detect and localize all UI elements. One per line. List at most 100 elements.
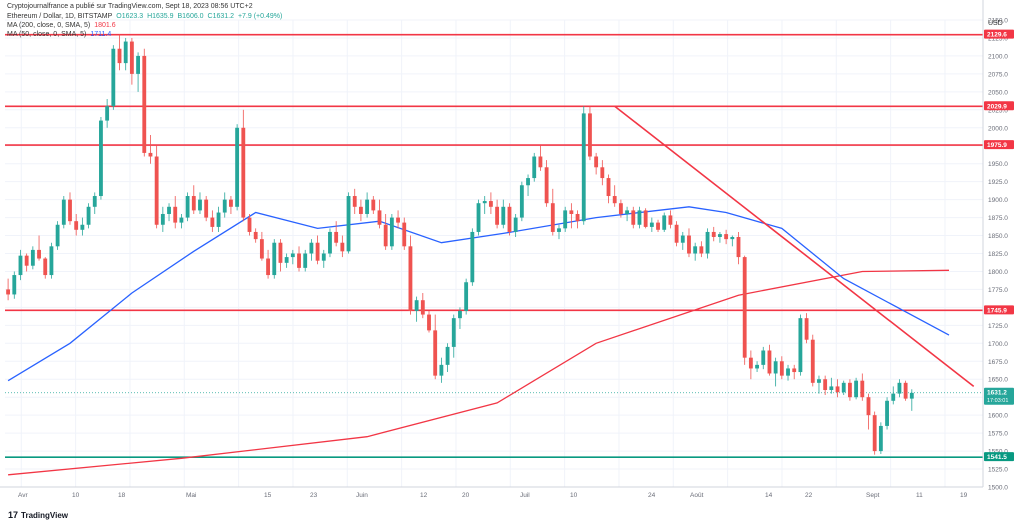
candle-body [847, 382, 852, 398]
candle-body [606, 178, 611, 197]
price-tag-text: 2129.6 [987, 32, 1007, 39]
price-tag-text: 1541.5 [987, 454, 1007, 461]
candle-down [767, 344, 772, 376]
price-tag-support: 1541.5 [984, 452, 1014, 462]
candle-down [253, 228, 258, 243]
candle-body [439, 364, 444, 376]
candle-body [618, 203, 623, 214]
symbol-name[interactable]: Ethereum / Dollar, 1D, BITSTAMP [7, 13, 113, 20]
candle-body [513, 217, 518, 232]
price-tag-resistance: 1745.9 [984, 305, 1014, 315]
candle-up [563, 206, 568, 232]
candle-body [823, 379, 828, 391]
candle-up [18, 249, 23, 281]
candle-up [705, 228, 710, 259]
candle-body [253, 231, 258, 240]
candle-body [699, 246, 704, 254]
candle-up [730, 235, 735, 247]
candle-up [909, 389, 914, 411]
candle-up [321, 249, 326, 268]
candle-body [129, 41, 134, 74]
candle-body [154, 156, 159, 225]
candle-up [328, 228, 332, 258]
candle-down [618, 199, 623, 218]
x-tick-label: 23 [310, 492, 318, 499]
trendline-group[interactable] [614, 105, 975, 388]
candle-down [154, 145, 159, 229]
candle-up [637, 206, 642, 229]
candle-down [204, 196, 209, 222]
price-labels: 2129.6 2029.9 1975.9 1745.9 1631.217:03:01 15… [984, 29, 1014, 462]
candle-up [303, 249, 308, 272]
tradingview-name: TradingView [21, 510, 68, 520]
y-tick-label: 2000.0 [988, 125, 1008, 132]
candle-body [557, 228, 561, 232]
candle-body [563, 210, 568, 229]
candle-body [266, 258, 270, 276]
tradingview-logo-icon: 17 [8, 510, 19, 520]
currency-label[interactable]: USD [988, 20, 1003, 27]
candle-up [167, 203, 171, 222]
candle-body [878, 425, 883, 452]
candle-down [402, 217, 407, 250]
candle-down [6, 278, 11, 301]
y-tick-label: 1550.0 [988, 449, 1008, 456]
price-tag-bg [984, 140, 1014, 150]
y-tick-label: 2075.0 [988, 71, 1008, 78]
price-tag-subtext: 17:03:01 [987, 398, 1008, 404]
ma200-value: 1801.6 [94, 22, 116, 29]
candle-up [458, 307, 462, 329]
candle-body [12, 275, 17, 295]
candle-down [43, 257, 48, 279]
candle-up [185, 192, 190, 222]
candle-up [829, 377, 834, 394]
candle-body [142, 55, 147, 153]
candle-body [767, 350, 772, 374]
candle-body [365, 199, 370, 214]
ma200-label: MA (200, close, 0, SMA, 5) [7, 22, 91, 29]
candle-down [810, 334, 815, 387]
candle-body [173, 206, 178, 223]
ma50-legend[interactable]: MA (50, close, 0, SMA, 5) 1711.4 [7, 31, 113, 38]
candle-body [656, 222, 660, 230]
candle-up [235, 124, 240, 211]
candle-body [519, 185, 524, 218]
candle-body [297, 253, 301, 268]
candle-body [272, 242, 277, 276]
candle-body [445, 346, 450, 365]
candle-body [711, 231, 716, 237]
candle-down [383, 213, 388, 250]
candle-down [266, 249, 270, 279]
x-tick-label: 18 [118, 492, 126, 499]
candle-body [488, 201, 493, 207]
candle-down [866, 393, 871, 430]
candle-body [74, 221, 79, 230]
candle-body [662, 215, 667, 230]
ma200-legend[interactable]: MA (200, close, 0, SMA, 5) 1801.6 [7, 22, 118, 29]
horizontal-levels[interactable] [5, 33, 983, 458]
candle-up [30, 246, 35, 270]
candle-down [736, 231, 741, 265]
candle-body [451, 318, 456, 347]
ohlc-close: C1631.2 [207, 13, 234, 20]
y-tick-label: 1875.0 [988, 215, 1008, 222]
candle-up [80, 217, 85, 236]
candle-body [897, 382, 902, 394]
candle-down [835, 379, 840, 398]
price-tag-text: 1975.9 [987, 142, 1007, 149]
price-tag-bg [984, 101, 1014, 111]
candle-body [204, 199, 209, 218]
candle-body [414, 300, 419, 311]
y-tick-label: 1600.0 [988, 413, 1008, 420]
candle-body [903, 382, 908, 399]
tradingview-branding[interactable]: 17 TradingView [8, 510, 68, 520]
candle-down [804, 313, 809, 344]
candle-up [718, 231, 722, 243]
candle-body [229, 199, 233, 207]
x-tick-label: Juil [520, 492, 530, 499]
price-tag-text: 2029.9 [987, 103, 1007, 110]
candle-body [111, 48, 116, 107]
candle-down [427, 310, 431, 333]
